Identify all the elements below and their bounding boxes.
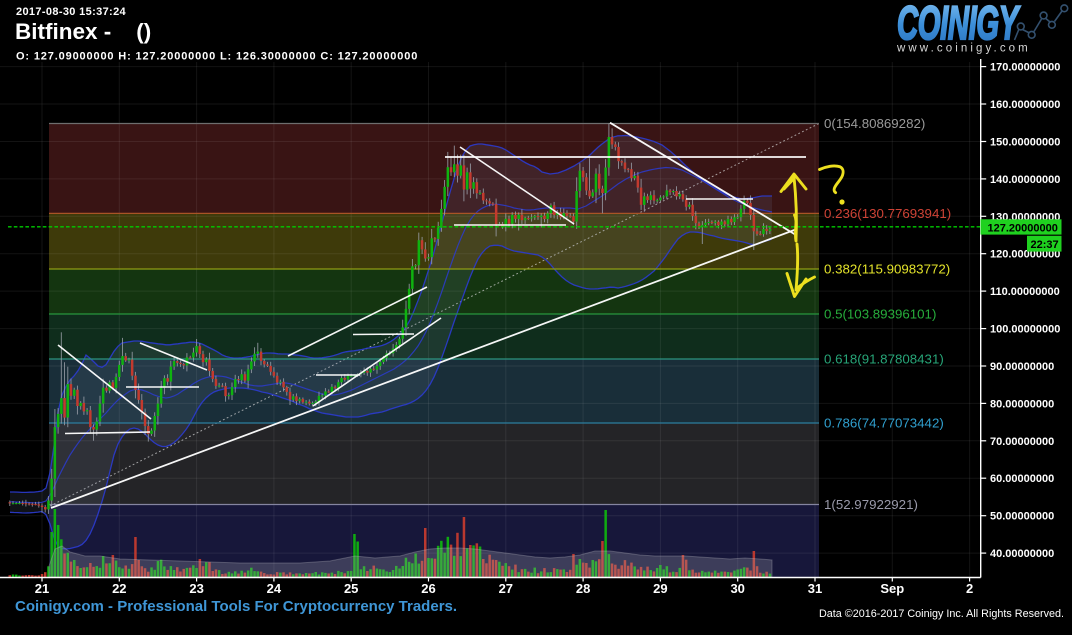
svg-text:70.00000000: 70.00000000	[990, 436, 1054, 448]
svg-text:120.00000000: 120.00000000	[990, 249, 1060, 261]
svg-text:24: 24	[267, 581, 282, 596]
svg-text:0.382(115.90983772): 0.382(115.90983772)	[824, 262, 950, 277]
svg-text:25: 25	[344, 581, 358, 596]
svg-text:0.5(103.89396101): 0.5(103.89396101)	[824, 307, 936, 322]
svg-text:140.00000000: 140.00000000	[990, 174, 1060, 186]
svg-text:40.00000000: 40.00000000	[990, 548, 1054, 560]
svg-text:100.00000000: 100.00000000	[990, 324, 1060, 336]
svg-text:30: 30	[730, 581, 744, 596]
svg-text:0.786(74.77073442): 0.786(74.77073442)	[824, 416, 944, 431]
svg-text:Bitfinex - (): Bitfinex - ()	[15, 19, 151, 44]
svg-text:27: 27	[499, 581, 513, 596]
svg-text:www.coinigy.com: www.coinigy.com	[896, 43, 1031, 55]
svg-text:170.00000000: 170.00000000	[990, 62, 1060, 74]
svg-text:127.20000000: 127.20000000	[988, 222, 1058, 234]
svg-text:O: 127.09000000 H: 127.2000000: O: 127.09000000 H: 127.20000000 L: 126.3…	[16, 51, 418, 63]
svg-text:28: 28	[576, 581, 590, 596]
svg-text:23: 23	[189, 581, 203, 596]
svg-text:2: 2	[966, 581, 973, 596]
svg-text:2017-08-30 15:37:24: 2017-08-30 15:37:24	[16, 6, 127, 18]
svg-text:22: 22	[112, 581, 126, 596]
svg-text:90.00000000: 90.00000000	[990, 361, 1054, 373]
svg-text:29: 29	[653, 581, 667, 596]
svg-text:COINIGY: COINIGY	[897, 0, 1021, 50]
svg-text:60.00000000: 60.00000000	[990, 473, 1054, 485]
svg-text:Coinigy.com - Professional Too: Coinigy.com - Professional Tools For Cry…	[15, 598, 457, 615]
svg-text:1(52.97922921): 1(52.97922921)	[824, 497, 918, 512]
svg-text:0(154.80869282): 0(154.80869282)	[824, 116, 925, 131]
svg-text:22:37: 22:37	[1031, 239, 1059, 251]
svg-text:21: 21	[35, 581, 49, 596]
svg-text:160.00000000: 160.00000000	[990, 99, 1060, 111]
svg-text:80.00000000: 80.00000000	[990, 398, 1054, 410]
svg-text:0.618(91.87808431): 0.618(91.87808431)	[824, 352, 944, 367]
svg-text:31: 31	[808, 581, 822, 596]
svg-text:50.00000000: 50.00000000	[990, 511, 1054, 523]
svg-text:150.00000000: 150.00000000	[990, 137, 1060, 149]
svg-text:Data ©2016-2017 Coinigy Inc. A: Data ©2016-2017 Coinigy Inc. All Rights …	[819, 608, 1064, 620]
svg-text:26: 26	[421, 581, 435, 596]
svg-text:110.00000000: 110.00000000	[990, 286, 1060, 298]
svg-text:0.236(130.77693941): 0.236(130.77693941)	[824, 206, 951, 221]
svg-text:Sep: Sep	[880, 581, 904, 596]
